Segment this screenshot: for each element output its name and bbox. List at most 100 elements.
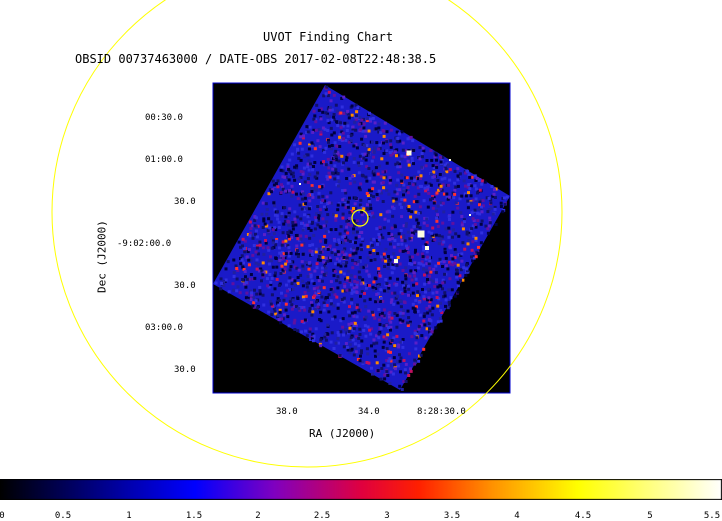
noise-pixel: [367, 274, 371, 278]
noise-pixel: [407, 316, 411, 320]
noise-pixel: [261, 293, 265, 297]
noise-pixel: [412, 149, 416, 152]
noise-pixel: [251, 253, 255, 257]
noise-pixel: [269, 280, 273, 284]
noise-pixel: [290, 307, 294, 311]
noise-pixel: [343, 284, 347, 288]
noise-pixel: [346, 231, 350, 235]
noise-pixel: [336, 337, 340, 340]
noise-pixel: [364, 175, 368, 179]
noise-pixel: [303, 196, 307, 200]
noise-pixel: [425, 217, 429, 221]
noise-pixel: [351, 258, 355, 262]
noise-pixel: [414, 248, 417, 252]
noise-pixel: [325, 220, 329, 224]
noise-pixel: [404, 362, 408, 366]
noise-pixel: [310, 184, 314, 188]
noise-pixel: [293, 265, 297, 269]
noise-pixel: [353, 224, 356, 227]
noise-pixel: [256, 252, 260, 256]
noise-pixel: [342, 296, 346, 300]
noise-pixel: [346, 112, 350, 116]
noise-pixel: [388, 276, 392, 280]
noise-pixel: [387, 286, 391, 290]
noise-pixel: [411, 139, 415, 143]
noise-pixel: [383, 217, 387, 221]
noise-pixel: [366, 256, 370, 260]
noise-pixel: [315, 247, 319, 251]
noise-pixel: [488, 221, 492, 225]
noise-pixel: [447, 226, 451, 230]
noise-pixel: [407, 182, 411, 185]
noise-pixel: [339, 330, 343, 334]
noise-pixel: [291, 171, 295, 175]
noise-pixel: [369, 119, 372, 123]
noise-pixel: [319, 239, 323, 243]
noise-pixel: [445, 170, 449, 174]
noise-pixel: [277, 283, 281, 287]
noise-pixel: [474, 187, 478, 191]
noise-pixel: [448, 260, 452, 264]
noise-pixel: [319, 250, 323, 254]
noise-pixel: [272, 307, 276, 311]
noise-pixel: [409, 135, 413, 139]
noise-pixel: [407, 374, 411, 377]
noise-pixel: [451, 210, 455, 214]
noise-pixel: [315, 266, 319, 270]
noise-pixel: [478, 188, 482, 192]
noise-pixel: [310, 337, 314, 341]
noise-pixel: [322, 260, 326, 264]
noise-pixel: [355, 291, 359, 294]
noise-pixel: [354, 206, 358, 210]
noise-pixel: [452, 196, 456, 200]
noise-pixel: [373, 276, 377, 280]
noise-pixel: [297, 157, 301, 160]
noise-pixel: [270, 246, 274, 250]
noise-pixel: [402, 309, 406, 313]
noise-pixel: [302, 202, 306, 206]
noise-pixel: [308, 199, 312, 203]
noise-pixel: [417, 324, 421, 328]
noise-pixel: [262, 303, 266, 307]
noise-pixel: [410, 233, 414, 237]
noise-pixel: [364, 158, 368, 162]
noise-pixel: [328, 105, 332, 109]
noise-pixel: [451, 263, 455, 267]
noise-pixel: [387, 255, 390, 258]
noise-pixel: [444, 227, 448, 231]
noise-pixel: [432, 175, 436, 179]
noise-pixel: [372, 169, 376, 173]
noise-pixel: [328, 244, 332, 248]
noise-pixel: [267, 217, 271, 221]
noise-pixel: [249, 298, 253, 301]
noise-pixel: [371, 285, 375, 289]
noise-pixel: [288, 158, 292, 162]
noise-pixel: [416, 290, 420, 294]
noise-pixel: [348, 217, 352, 220]
noise-pixel: [247, 258, 251, 262]
noise-pixel: [389, 350, 392, 354]
noise-pixel: [330, 144, 334, 147]
noise-pixel: [340, 154, 344, 158]
noise-pixel: [339, 319, 343, 323]
noise-pixel: [400, 173, 404, 177]
noise-pixel: [335, 109, 339, 113]
noise-pixel: [438, 317, 442, 320]
noise-pixel: [318, 185, 322, 189]
noise-pixel: [398, 384, 402, 388]
noise-pixel: [319, 286, 323, 290]
noise-pixel: [405, 244, 408, 248]
noise-pixel: [404, 277, 408, 281]
noise-pixel: [267, 231, 271, 235]
colorbar-tick: 2.5: [313, 511, 331, 521]
noise-pixel: [448, 218, 451, 221]
noise-pixel: [331, 290, 335, 294]
noise-pixel: [404, 224, 408, 228]
noise-pixel: [349, 283, 353, 287]
noise-pixel: [359, 354, 362, 358]
noise-pixel: [308, 143, 311, 147]
noise-pixel: [418, 146, 422, 150]
noise-pixel: [442, 172, 446, 176]
noise-pixel: [461, 241, 465, 245]
noise-pixel: [417, 211, 421, 215]
